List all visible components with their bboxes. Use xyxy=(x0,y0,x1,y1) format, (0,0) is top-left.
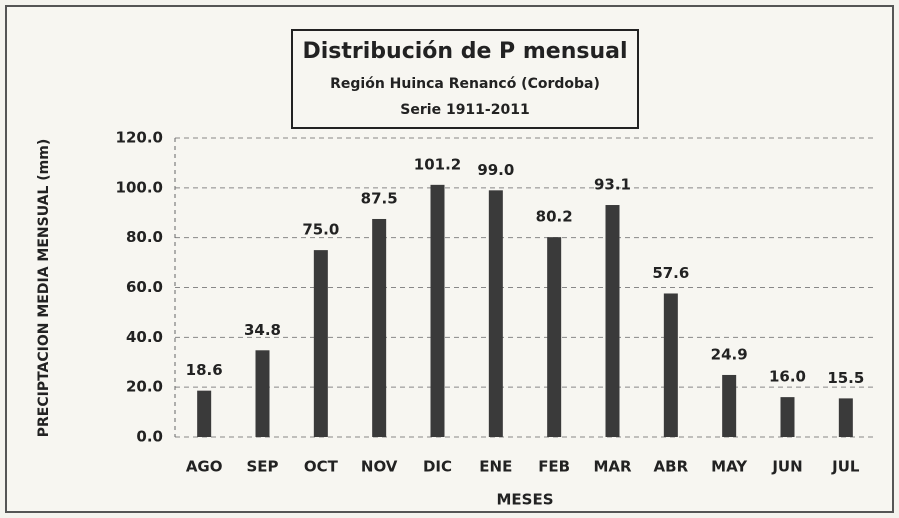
y-tick-label: 60.0 xyxy=(126,278,163,296)
y-axis-label: PRECIPTACION MEDIA MENSUAL (mm) xyxy=(36,139,52,438)
x-tick-label: MAY xyxy=(711,458,748,476)
y-tick-label: 120.0 xyxy=(116,129,163,147)
value-label: 57.6 xyxy=(652,264,689,282)
x-tick-label: ABR xyxy=(654,458,689,476)
value-label: 101.2 xyxy=(414,155,461,173)
y-tick-label: 100.0 xyxy=(116,178,163,196)
bar xyxy=(430,184,445,437)
bar xyxy=(663,293,678,437)
value-label: 93.1 xyxy=(594,176,631,194)
value-label: 34.8 xyxy=(244,321,281,339)
x-tick-label: OCT xyxy=(304,458,339,476)
bar xyxy=(838,398,853,437)
bar xyxy=(197,390,212,437)
bar xyxy=(780,397,795,437)
x-tick-label: JUL xyxy=(831,458,860,476)
bar xyxy=(605,205,620,437)
value-label: 24.9 xyxy=(711,345,748,363)
y-tick-label: 0.0 xyxy=(136,428,163,446)
value-label: 75.0 xyxy=(302,221,339,239)
value-label: 80.2 xyxy=(536,208,573,226)
chart-subtitle: Serie 1911-2011 xyxy=(400,102,529,118)
x-tick-label: JUN xyxy=(771,458,802,476)
x-axis-label: MESES xyxy=(496,491,553,509)
bar xyxy=(722,374,737,437)
bar xyxy=(313,250,328,437)
value-label: 15.5 xyxy=(827,369,864,387)
chart-subtitle: Región Huinca Renancó (Cordoba) xyxy=(330,76,600,92)
x-tick-label: ENE xyxy=(479,458,512,476)
value-label: 18.6 xyxy=(186,361,223,379)
chart-title: Distribución de P mensual xyxy=(303,39,628,64)
y-tick-label: 20.0 xyxy=(126,378,163,396)
y-tick-label: 40.0 xyxy=(126,328,163,346)
x-tick-label: NOV xyxy=(361,458,398,476)
x-tick-label: DIC xyxy=(423,458,452,476)
value-label: 99.0 xyxy=(477,161,514,179)
x-tick-label: FEB xyxy=(538,458,570,476)
bar xyxy=(255,350,270,437)
bar xyxy=(547,237,562,437)
value-label: 16.0 xyxy=(769,368,806,386)
value-label: 87.5 xyxy=(361,189,398,207)
y-tick-label: 80.0 xyxy=(126,228,163,246)
bar xyxy=(372,218,387,437)
x-tick-label: SEP xyxy=(246,458,278,476)
bar xyxy=(488,190,503,437)
title-box xyxy=(291,29,639,129)
x-tick-label: MAR xyxy=(593,458,632,476)
x-tick-label: AGO xyxy=(186,458,223,476)
